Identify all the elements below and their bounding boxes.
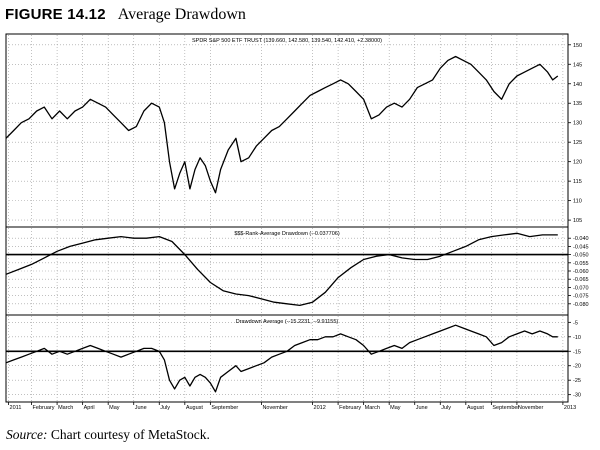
- y-tick-label: -30: [573, 393, 581, 399]
- y-tick-label: -0.075: [573, 294, 589, 300]
- y-tick-label: 120: [573, 160, 582, 166]
- panel-title-rank: $$$-Rank-Average Drawdown (--0.037706): [234, 231, 340, 237]
- panel-title-drawdown: Drawdown Average (--15.2231, --9.91155): [236, 319, 339, 325]
- series-line-drawdown: [5, 324, 558, 393]
- source-label: Source:: [6, 427, 48, 442]
- x-tick-label: February: [339, 405, 361, 411]
- y-tick-label: -0.050: [573, 253, 589, 259]
- x-tick-label: June: [416, 405, 428, 411]
- y-tick-label: 140: [573, 82, 582, 88]
- y-tick-label: 135: [573, 101, 582, 107]
- y-tick-label: 105: [573, 218, 582, 224]
- y-tick-label: 125: [573, 140, 582, 146]
- x-tick-label: September: [211, 405, 238, 411]
- y-tick-label: 110: [573, 199, 582, 205]
- x-tick-label: August: [186, 405, 204, 411]
- y-tick-label: -0.045: [573, 244, 589, 250]
- x-tick-label: November: [518, 405, 544, 411]
- x-tick-label: November: [262, 405, 288, 411]
- x-tick-label: 2013: [564, 405, 576, 411]
- x-tick-label: April: [84, 405, 95, 411]
- panel-title-price: SPDR S&P 500 ETF TRUST (139.660, 142.580…: [192, 38, 382, 44]
- y-tick-label: 115: [573, 179, 582, 185]
- x-tick-label: May: [390, 405, 401, 411]
- figure-title: Average Drawdown: [117, 6, 246, 23]
- figure-heading: FIGURE 14.12 Average Drawdown: [5, 2, 246, 28]
- source-line: Source: Chart courtesy of MetaStock.: [6, 427, 210, 443]
- x-tick-label: March: [365, 405, 380, 411]
- x-tick-label: 2011: [10, 405, 22, 411]
- x-tick-label: May: [109, 405, 120, 411]
- y-tick-label: -0.080: [573, 302, 589, 308]
- x-tick-label: July: [441, 405, 451, 411]
- y-tick-label: -5: [573, 320, 578, 326]
- x-tick-label: June: [135, 405, 147, 411]
- y-tick-label: 150: [573, 43, 582, 49]
- x-tick-label: March: [58, 405, 73, 411]
- x-tick-label: February: [33, 405, 55, 411]
- x-tick-label: September: [492, 405, 519, 411]
- y-tick-label: -0.070: [573, 285, 589, 291]
- chart-frame: [5, 33, 569, 403]
- chart-area: 105 110 115 120 125 130 135 140 145 150 SPDR S&P 5…: [5, 33, 589, 411]
- y-tick-label: 145: [573, 62, 582, 68]
- series-line-rank: [5, 232, 558, 307]
- y-tick-label: -0.065: [573, 277, 589, 283]
- figure-label: FIGURE 14.12: [5, 6, 106, 23]
- y-tick-label: -25: [573, 378, 581, 384]
- x-tick-label: 2012: [314, 405, 326, 411]
- y-tick-label: -10: [573, 335, 581, 341]
- y-tick-label: -0.060: [573, 269, 589, 275]
- y-tick-label: -20: [573, 364, 581, 370]
- y-tick-label: -0.040: [573, 236, 589, 242]
- y-tick-label: -15: [573, 349, 581, 355]
- x-tick-label: July: [160, 405, 170, 411]
- x-tick-label: August: [467, 405, 485, 411]
- series-line-price: [5, 55, 559, 194]
- y-tick-label: 130: [573, 121, 582, 127]
- source-text: Chart courtesy of MetaStock.: [50, 427, 210, 442]
- y-tick-label: -0.055: [573, 261, 589, 267]
